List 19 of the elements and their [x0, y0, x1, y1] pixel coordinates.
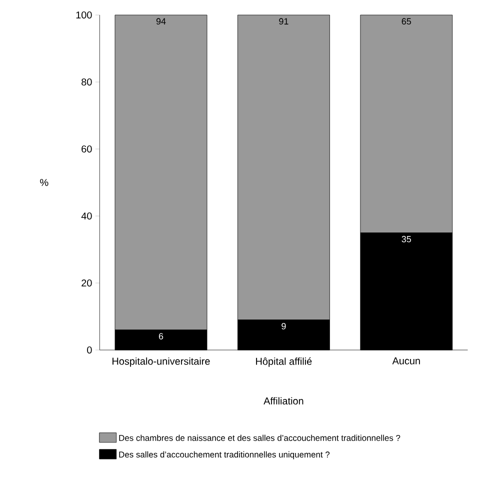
data-label: 9	[282, 323, 286, 330]
x-tick-label: Aucun	[392, 357, 420, 364]
data-label: 91	[279, 18, 288, 25]
x-tick-label: Hôpital affilié	[256, 357, 312, 367]
y-tick-label: 20	[82, 279, 92, 287]
y-tick-label: 60	[82, 145, 92, 153]
y-tick-label: 40	[81, 212, 92, 220]
legend-label: Des chambres de naissance et des salles d’accouchement traditionnelles ?	[119, 434, 400, 441]
y-tick-label: 80	[82, 78, 92, 86]
data-label: 6	[158, 333, 164, 340]
data-label: 94	[156, 18, 166, 25]
y-axis-title: %	[40, 179, 48, 186]
x-tick-label: Hospitalo-universitaire	[112, 357, 210, 367]
data-label: 65	[402, 18, 412, 25]
legend-label: Des salles d’accouchement traditionnelles uniquement ?	[119, 451, 330, 460]
data-label: 35	[402, 236, 412, 242]
y-tick-label: 100	[76, 11, 92, 19]
y-tick-label: 0	[87, 346, 92, 354]
x-axis-title: Affiliation	[264, 397, 304, 405]
